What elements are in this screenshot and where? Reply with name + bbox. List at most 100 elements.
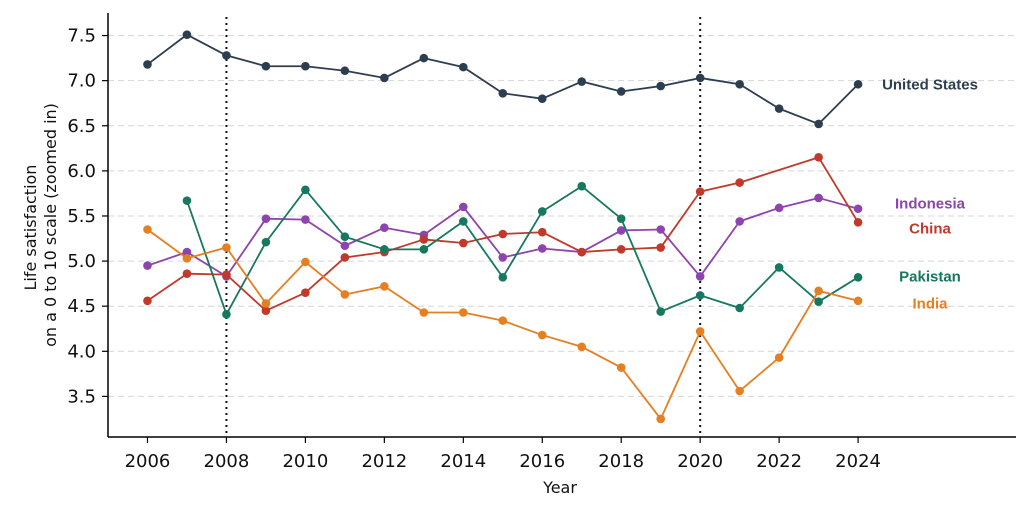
data-point-indonesia: [301, 215, 310, 224]
data-point-pakistan: [340, 232, 350, 242]
data-point-india: [735, 386, 744, 396]
y-tick-label: 4.0: [67, 341, 96, 362]
data-point-pakistan: [814, 297, 823, 306]
ticks: 3.5 4.0 4.5 5.0 5.5 6.0 6.5 7.0 7.5 2006 2008 2010 2…: [67, 26, 881, 472]
data-point-china: [498, 229, 508, 239]
y-tick-label: 7.0: [67, 71, 96, 92]
data-point-indonesia: [735, 217, 744, 226]
series-line-united-states: [146, 33, 859, 125]
data-point-india: [537, 330, 547, 340]
data-point-china: [340, 253, 350, 262]
data-point-united-states: [459, 62, 468, 72]
data-point-united-states: [261, 61, 271, 71]
data-point-china: [656, 243, 665, 252]
data-point-india: [380, 282, 389, 291]
data-point-china: [577, 247, 587, 257]
series-label-united-states: United States: [882, 76, 978, 93]
data-point-india: [498, 316, 508, 325]
series: [143, 30, 863, 424]
data-point-pakistan: [695, 291, 705, 300]
data-point-pakistan: [537, 207, 547, 216]
data-point-india: [301, 257, 310, 267]
x-tick-label: 2008: [204, 451, 250, 472]
data-point-pakistan: [261, 237, 271, 247]
series-united-states: [143, 30, 863, 129]
series-pakistan: [182, 181, 863, 319]
data-point-pakistan: [459, 217, 468, 226]
data-point-united-states: [340, 66, 350, 76]
data-point-indonesia: [656, 225, 665, 234]
data-point-indonesia: [853, 204, 863, 214]
data-point-pakistan: [656, 307, 665, 316]
data-point-india: [577, 342, 587, 352]
y-tick-label: 5.5: [67, 206, 96, 227]
data-point-united-states: [498, 88, 508, 98]
data-point-india: [261, 299, 271, 308]
data-point-united-states: [695, 73, 705, 83]
data-point-indonesia: [814, 193, 823, 203]
data-point-united-states: [774, 104, 784, 113]
data-point-indonesia: [143, 261, 152, 270]
series-label-indonesia: Indonesia: [895, 195, 966, 212]
data-point-pakistan: [498, 273, 508, 282]
data-point-china: [616, 245, 626, 254]
data-point-india: [419, 308, 429, 317]
data-point-china: [222, 270, 231, 279]
data-point-china: [143, 296, 152, 306]
data-point-united-states: [143, 60, 152, 69]
series-china: [143, 153, 863, 316]
axes: [107, 13, 1016, 438]
data-point-indonesia: [537, 244, 547, 253]
data-point-india: [774, 353, 784, 362]
data-point-india: [143, 225, 152, 234]
data-point-united-states: [380, 73, 389, 83]
data-point-indonesia: [261, 214, 271, 223]
data-point-indonesia: [380, 223, 389, 233]
data-point-united-states: [182, 30, 192, 39]
data-point-china: [735, 178, 744, 187]
series-line-china: [146, 156, 859, 312]
data-point-china: [814, 153, 823, 162]
x-tick-label: 2012: [361, 451, 407, 472]
data-point-pakistan: [853, 273, 863, 282]
data-point-united-states: [656, 81, 665, 91]
data-point-indonesia: [695, 272, 705, 281]
y-axis-title-line-1: Life satisfaction: [21, 165, 40, 291]
data-point-pakistan: [222, 310, 231, 319]
x-tick-label: 2014: [440, 451, 486, 472]
series-india: [143, 225, 863, 424]
data-point-india: [222, 243, 231, 252]
y-tick-label: 6.5: [67, 116, 96, 137]
y-axis-title: Life satisfaction on a 0 to 10 scale (zo…: [21, 103, 60, 347]
x-tick-label: 2016: [519, 451, 565, 472]
data-point-china: [537, 227, 547, 237]
data-point-united-states: [537, 94, 547, 104]
data-point-united-states: [419, 53, 429, 63]
x-tick-label: 2018: [598, 451, 644, 472]
data-point-pakistan: [380, 245, 389, 254]
data-point-pakistan: [577, 181, 587, 191]
data-point-indonesia: [498, 253, 508, 262]
data-point-india: [616, 363, 626, 372]
data-point-united-states: [301, 61, 310, 71]
data-point-india: [340, 290, 350, 299]
data-point-china: [182, 269, 192, 279]
series-label-india: India: [912, 295, 948, 312]
y-tick-label: 7.5: [67, 26, 96, 47]
data-point-india: [459, 308, 468, 317]
series-label-china: China: [909, 221, 951, 238]
data-point-indonesia: [774, 203, 784, 213]
data-point-indonesia: [616, 226, 626, 235]
data-point-pakistan: [301, 185, 310, 195]
data-point-united-states: [577, 77, 587, 86]
series-line-pakistan: [186, 185, 859, 316]
data-point-india: [695, 327, 705, 336]
x-tick-label: 2022: [756, 451, 802, 472]
data-point-united-states: [616, 87, 626, 96]
data-point-united-states: [814, 119, 823, 129]
data-point-pakistan: [419, 245, 429, 254]
data-point-india: [182, 254, 192, 263]
data-point-china: [301, 288, 310, 297]
x-tick-label: 2024: [835, 451, 881, 472]
data-point-pakistan: [735, 303, 744, 313]
